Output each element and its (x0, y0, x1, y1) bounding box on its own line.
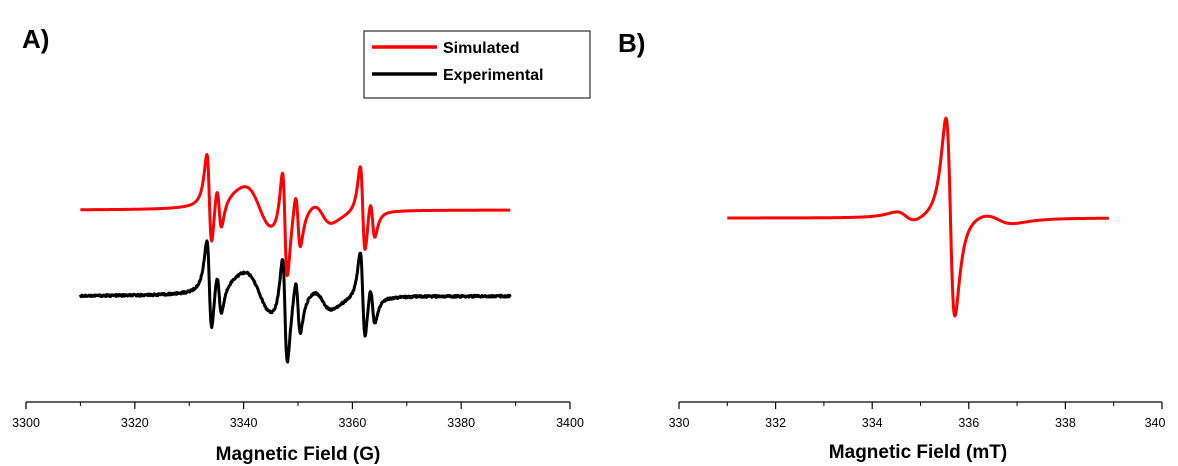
panel-b-tick-label: 330 (669, 416, 690, 430)
panel-b-series-group (726, 116, 1110, 318)
panel-b: B) 330 332 334 336 338 340 Magnetic Fiel… (618, 28, 1165, 463)
series-line-experimental (78, 239, 512, 364)
panel-b-tick-label: 334 (862, 416, 883, 430)
legend-label-simulated: Simulated (443, 40, 519, 57)
panel-b-x-axis-title: Magnetic Field (mT) (829, 442, 1007, 463)
panel-b-tick-label: 338 (1055, 416, 1076, 430)
panel-a-x-ticks (25, 402, 571, 409)
panel-b-label: B) (618, 28, 645, 58)
series-line-simulated (79, 153, 512, 278)
panel-a-x-axis-title: Magnetic Field (G) (216, 444, 381, 465)
panel-a-tick-label: 3340 (230, 416, 258, 430)
panel-a-tick-label: 3400 (556, 416, 584, 430)
panel-a-tick-label: 3300 (12, 416, 40, 430)
panel-a-series-group (78, 153, 512, 364)
series-line-spectrum (726, 116, 1110, 318)
legend-box (363, 30, 591, 99)
panel-a: A) 3300 3320 3340 3360 3380 3400 Magneti… (12, 24, 591, 465)
panel-b-tick-label: 340 (1145, 416, 1166, 430)
panel-b-x-ticks (678, 402, 1163, 409)
panel-b-tick-label: 336 (958, 416, 979, 430)
legend-label-experimental: Experimental (443, 67, 543, 84)
panel-b-tick-label: 332 (765, 416, 786, 430)
panel-a-tick-label: 3320 (121, 416, 149, 430)
panel-a-tick-label: 3380 (447, 416, 475, 430)
panel-a-legend: Simulated Experimental (363, 30, 591, 99)
panel-a-tick-label: 3360 (338, 416, 366, 430)
panel-a-label: A) (22, 24, 49, 54)
